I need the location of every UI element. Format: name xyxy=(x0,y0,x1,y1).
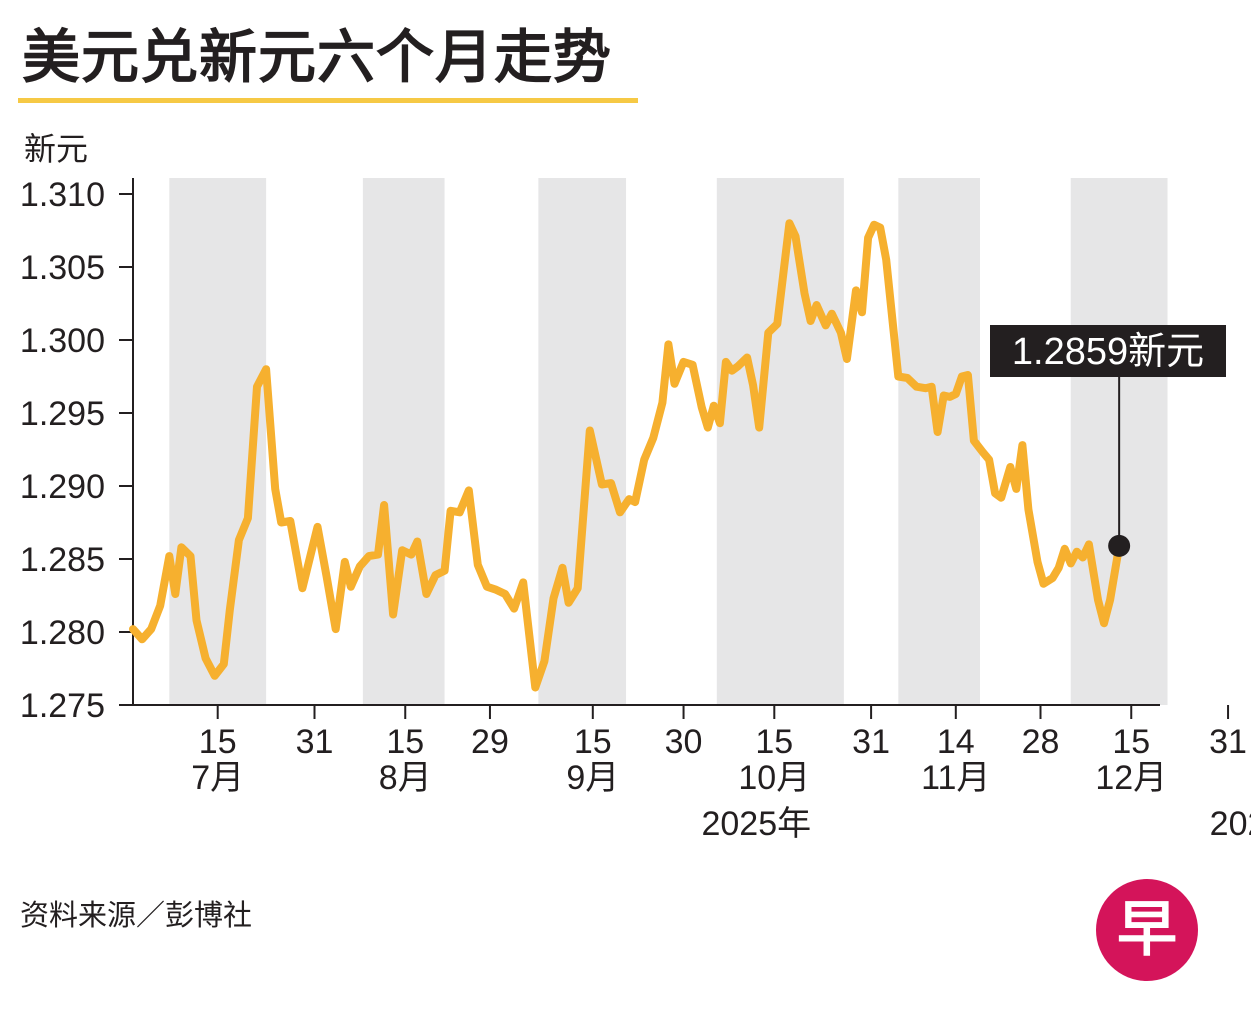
year-label: 2025年 xyxy=(701,805,811,843)
y-tick-label: 1.305 xyxy=(20,249,105,287)
month-label: 10月 xyxy=(738,759,810,797)
callout-box xyxy=(990,325,1226,377)
shaded-band-4 xyxy=(716,178,844,705)
logo-glyph: 早 xyxy=(1117,895,1177,965)
series-line-usd-sgd xyxy=(129,219,1124,692)
month-label: 7月 xyxy=(191,759,244,797)
x-tick-label: 29 xyxy=(471,723,509,761)
y-tick-label: 1.280 xyxy=(20,614,105,652)
x-tick-label: 15 xyxy=(1112,723,1150,761)
month-label: 9月 xyxy=(566,759,619,797)
y-axis-unit-label: 新元 xyxy=(24,130,88,168)
zaobao-logo: 早 xyxy=(1096,879,1198,981)
axes xyxy=(119,178,1230,719)
x-tick-label: 15 xyxy=(755,723,793,761)
month-label: 12月 xyxy=(1095,759,1167,797)
y-tick-label: 1.290 xyxy=(20,468,105,506)
chart-title: 美元兑新元六个月走势 xyxy=(22,23,613,91)
callout-value-text: 1.2859新元 xyxy=(1012,331,1204,373)
shaded-band-5 xyxy=(898,178,980,705)
source-note: 资料来源／彭博社 xyxy=(20,898,253,932)
last-value-callout: 1.2859新元 xyxy=(990,325,1226,557)
x-tick-label: 28 xyxy=(1022,723,1060,761)
x-tick-label: 31 xyxy=(296,723,334,761)
y-tick-label: 1.285 xyxy=(20,541,105,579)
title-underline xyxy=(18,98,638,103)
y-tick-label: 1.275 xyxy=(20,687,105,725)
x-tick-label: 14 xyxy=(937,723,975,761)
logo-circle xyxy=(1096,879,1198,981)
x-tick-label: 31 xyxy=(852,723,890,761)
month-label: 8月 xyxy=(379,759,432,797)
axis-labels: 1.275 1.280 1.285 1.290 1.295 1.300 1.305 1.310… xyxy=(20,130,1251,843)
x-tick-label: 15 xyxy=(386,723,424,761)
x-tick-label: 15 xyxy=(199,723,237,761)
y-tick-label: 1.310 xyxy=(20,176,105,214)
y-tick-label: 1.300 xyxy=(20,322,105,360)
x-tick-label: 15 xyxy=(574,723,612,761)
x-tick-label: 31 xyxy=(1209,723,1247,761)
shaded-band-2 xyxy=(362,178,445,705)
shaded-month-bands xyxy=(169,178,1168,705)
last-value-dot xyxy=(1108,534,1131,557)
year-label: 2026年 xyxy=(1210,805,1251,843)
y-tick-label: 1.295 xyxy=(20,395,105,433)
x-tick-label: 30 xyxy=(665,723,703,761)
month-label: 11月 xyxy=(921,759,990,797)
